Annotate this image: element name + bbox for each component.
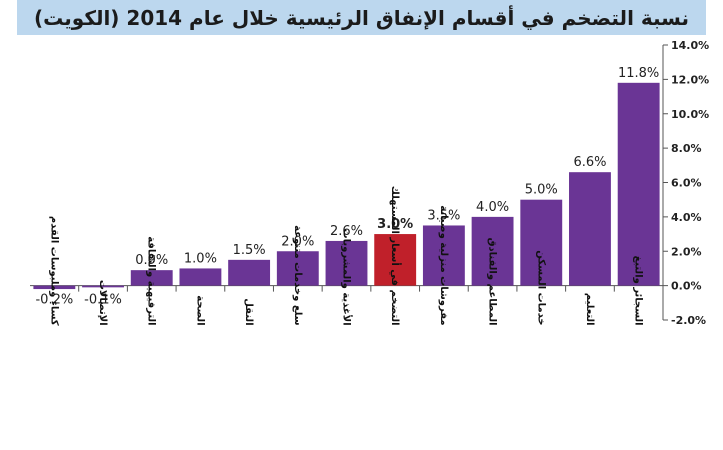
category-label: التضخم في أسعار المستهلك xyxy=(389,186,402,326)
data-label: 1.5% xyxy=(233,243,266,258)
bar xyxy=(130,270,173,286)
data-label: 5.0% xyxy=(525,183,558,198)
category-label: السجائر والتبغ xyxy=(633,255,644,325)
chart-title-band: نسبة التضخم في أقسام الإنفاق الرئيسية خل… xyxy=(17,0,706,35)
data-label: 1.0% xyxy=(184,251,217,266)
bar xyxy=(471,216,514,286)
bar xyxy=(520,199,563,286)
data-label: 4.0% xyxy=(476,200,509,215)
data-label: -0.2% xyxy=(35,293,73,308)
data-label: -0.1% xyxy=(84,293,122,308)
y-tick-label: 14.0% xyxy=(671,39,709,52)
bar xyxy=(617,82,660,286)
category-label: خدمات المسكن xyxy=(535,250,546,325)
category-label: الأغذية والمشروبات xyxy=(341,229,354,326)
category-label: سلع وخدمات متنوعة xyxy=(292,225,303,326)
data-label: 3.5% xyxy=(427,208,460,223)
data-label: 0.9% xyxy=(135,253,168,268)
y-tick-label: 10.0% xyxy=(671,108,709,121)
category-label: النقل xyxy=(243,298,254,325)
category-label: التعليم xyxy=(584,293,595,326)
y-tick-label: 4.0% xyxy=(671,211,702,224)
y-tick-label: 6.0% xyxy=(671,177,702,190)
y-tick-label: 0.0% xyxy=(671,280,702,293)
category-label: الصحة xyxy=(194,295,205,325)
y-tick-label: 12.0% xyxy=(671,73,709,86)
category-label: الترفيهية والثقافة xyxy=(146,236,157,325)
y-tick-label: 2.0% xyxy=(671,245,702,258)
bar xyxy=(33,285,76,290)
data-label: 6.6% xyxy=(573,155,606,170)
bar xyxy=(228,259,271,286)
category-label: الإتصالات xyxy=(97,280,108,326)
bar xyxy=(374,234,417,286)
bar xyxy=(325,240,368,286)
chart-title: نسبة التضخم في أقسام الإنفاق الرئيسية خل… xyxy=(33,5,690,30)
data-label: 3.0% xyxy=(377,217,413,232)
y-tick-label: -2.0% xyxy=(671,314,706,327)
bar xyxy=(422,225,465,286)
data-label: 2.6% xyxy=(330,224,363,239)
bar xyxy=(276,251,319,286)
category-label: مفروشات منزلية وصيانة xyxy=(438,205,449,325)
y-tick-label: 8.0% xyxy=(671,142,702,155)
category-label: كساء وملبوسات القدم xyxy=(48,216,59,326)
bar xyxy=(82,285,124,288)
data-label: 11.8% xyxy=(618,66,659,81)
category-label: المطاعم والفنادق xyxy=(487,238,498,326)
bar xyxy=(569,172,611,286)
data-label: 2.0% xyxy=(281,234,314,249)
bar xyxy=(179,268,222,286)
